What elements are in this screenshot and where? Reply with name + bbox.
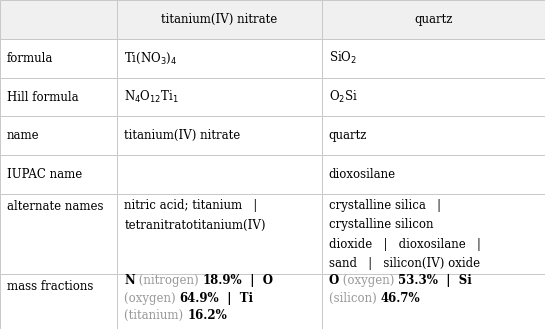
Bar (322, 0, 545, 39)
Text: crystalline silicon: crystalline silicon (329, 218, 433, 232)
Text: IUPAC name: IUPAC name (7, 168, 82, 181)
Text: dioxosilane: dioxosilane (329, 168, 396, 181)
Bar (117, 155, 322, 194)
Text: N$_4$O$_{12}$Ti$_1$: N$_4$O$_{12}$Ti$_1$ (124, 89, 179, 105)
Text: 53.3%: 53.3% (398, 274, 438, 287)
Text: name: name (7, 129, 40, 142)
Text: (oxygen): (oxygen) (124, 291, 180, 305)
Text: (silicon): (silicon) (329, 291, 380, 305)
Text: 46.7%: 46.7% (380, 291, 420, 305)
Bar (322, 116, 545, 155)
Bar (0, 0, 117, 39)
Text: alternate names: alternate names (7, 200, 104, 213)
Bar (322, 39, 545, 78)
Bar (117, 116, 322, 155)
Bar (117, 39, 322, 78)
Text: SiO$_2$: SiO$_2$ (329, 50, 356, 66)
Text: titanium(IV) nitrate: titanium(IV) nitrate (161, 13, 277, 26)
Bar (117, 0, 322, 39)
Bar (0, 274, 117, 329)
Bar (0, 116, 117, 155)
Bar (117, 274, 322, 329)
Bar (0, 78, 117, 116)
Text: formula: formula (7, 52, 53, 65)
Bar (0, 194, 117, 274)
Text: sand   |   silicon(IV) oxide: sand | silicon(IV) oxide (329, 257, 480, 270)
Text: quartz: quartz (414, 13, 452, 26)
Text: 16.2%: 16.2% (187, 309, 227, 322)
Bar (0, 155, 117, 194)
Text: (oxygen): (oxygen) (339, 274, 398, 287)
Bar (322, 155, 545, 194)
Text: |  Ti: | Ti (219, 291, 253, 305)
Bar (117, 194, 322, 274)
Text: quartz: quartz (329, 129, 367, 142)
Text: 18.9%: 18.9% (202, 274, 242, 287)
Text: N: N (124, 274, 135, 287)
Text: dioxide   |   dioxosilane   |: dioxide | dioxosilane | (329, 238, 481, 251)
Text: tetranitratotitanium(IV): tetranitratotitanium(IV) (124, 218, 266, 232)
Bar (322, 78, 545, 116)
Text: Hill formula: Hill formula (7, 90, 78, 104)
Text: 64.9%: 64.9% (180, 291, 219, 305)
Text: nitric acid; titanium   |: nitric acid; titanium | (124, 199, 257, 213)
Text: crystalline silica   |: crystalline silica | (329, 199, 441, 213)
Text: O$_2$Si: O$_2$Si (329, 89, 358, 105)
Text: (nitrogen): (nitrogen) (135, 274, 202, 287)
Text: Ti(NO$_3$)$_4$: Ti(NO$_3$)$_4$ (124, 51, 178, 66)
Bar (117, 78, 322, 116)
Text: |  O: | O (242, 274, 273, 287)
Bar (0, 39, 117, 78)
Bar (322, 194, 545, 274)
Text: O: O (329, 274, 339, 287)
Bar (322, 274, 545, 329)
Text: titanium(IV) nitrate: titanium(IV) nitrate (124, 129, 240, 142)
Text: (titanium): (titanium) (124, 309, 187, 322)
Text: |  Si: | Si (438, 274, 472, 287)
Text: mass fractions: mass fractions (7, 280, 93, 293)
